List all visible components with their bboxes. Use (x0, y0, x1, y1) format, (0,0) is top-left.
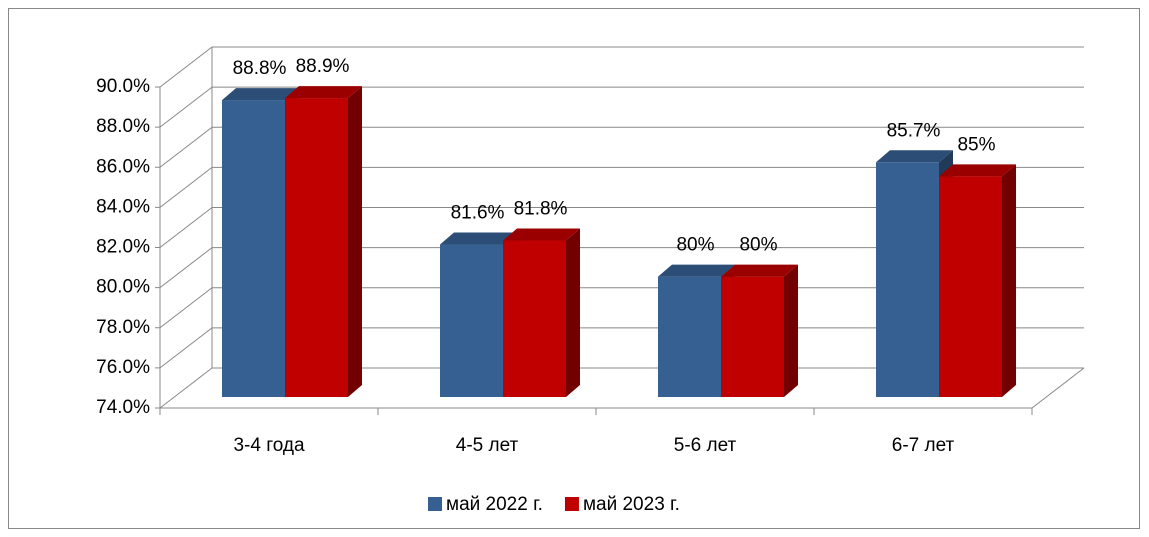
grid-line (159, 287, 213, 329)
bar-side (784, 264, 798, 397)
bar-top (876, 150, 953, 163)
data-label: 80% (676, 235, 714, 256)
legend-swatch (428, 497, 442, 511)
y-tick-label: 74.0% (96, 397, 150, 418)
bar (440, 244, 503, 397)
grid-line (159, 207, 213, 248)
grid-line (159, 126, 213, 168)
bar-top (222, 88, 299, 101)
bar (222, 100, 285, 397)
bar (285, 98, 348, 397)
bar (658, 276, 721, 397)
x-tick-label: 4-5 лет (456, 435, 519, 456)
legend-label: май 2023 г. (583, 494, 680, 515)
y-tick-label: 86.0% (96, 156, 150, 177)
bar-top (721, 264, 798, 277)
data-label: 80% (739, 235, 777, 256)
y-tick-label: 78.0% (96, 317, 150, 338)
bar-top (285, 86, 362, 99)
x-tick-label: 6-7 лет (892, 435, 955, 456)
bar (503, 240, 566, 397)
bar (939, 176, 1002, 397)
grid-line (159, 166, 213, 208)
y-tick-label: 90.0% (96, 76, 150, 97)
y-tick-label: 80.0% (96, 277, 150, 298)
bar-top (440, 232, 517, 245)
grid-line (159, 46, 213, 88)
grid-line (159, 327, 213, 369)
grid-line (159, 367, 213, 409)
x-tick-label: 5-6 лет (674, 435, 737, 456)
data-label: 88.9% (296, 56, 350, 77)
data-label: 81.6% (451, 203, 505, 224)
bar (876, 162, 939, 397)
x-tick-label: 3-4 года (233, 435, 304, 456)
bar-side (566, 228, 580, 397)
y-tick-label: 76.0% (96, 357, 150, 378)
bar-top (658, 264, 735, 277)
data-label: 88.8% (233, 58, 287, 79)
legend-label: май 2022 г. (446, 494, 543, 515)
bar-top (503, 228, 580, 241)
bar-top (939, 164, 1016, 177)
y-tick-label: 82.0% (96, 237, 150, 258)
legend-swatch (564, 497, 579, 511)
y-tick-label: 88.0% (96, 116, 150, 137)
data-label: 85% (957, 134, 995, 155)
grid-line (159, 86, 213, 128)
bar-side (348, 86, 362, 397)
grid-line (159, 247, 213, 289)
data-label: 85.7% (887, 120, 941, 141)
data-label: 81.8% (514, 199, 568, 220)
bar (721, 276, 784, 397)
y-tick-label: 84.0% (96, 196, 150, 217)
bar-side (1002, 164, 1016, 397)
